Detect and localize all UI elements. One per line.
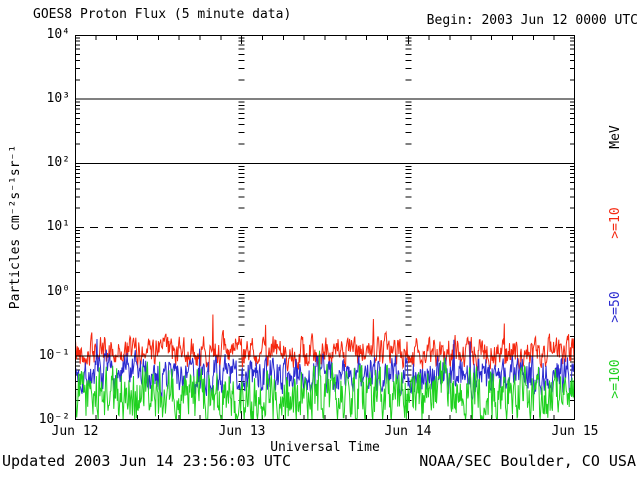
source-attribution: NOAA/SEC Boulder, CO USA	[419, 452, 636, 470]
y-tick-label-1e2: 10²	[46, 155, 70, 170]
y-tick-label-1e3: 10³	[46, 91, 70, 106]
x-tick-label-jun14: Jun 14	[384, 424, 432, 439]
begin-timestamp: Begin: 2003 Jun 12 0000 UTC	[426, 13, 638, 28]
plot-area	[75, 35, 575, 420]
x-tick-label-jun15: Jun 15	[551, 424, 599, 439]
legend-entry-ge100: >=100	[608, 359, 623, 399]
chart-title: GOES8 Proton Flux (5 minute data)	[33, 7, 292, 22]
x-tick-label-jun12: Jun 12	[51, 424, 99, 439]
y-tick-label-1e-2: 10⁻²	[38, 412, 70, 427]
legend-title-mev: MeV	[608, 125, 623, 149]
y-tick-label-1e4: 10⁴	[46, 27, 70, 42]
updated-timestamp: Updated 2003 Jun 14 23:56:03 UTC	[2, 452, 291, 470]
y-tick-label-1e-1: 10⁻¹	[38, 348, 70, 363]
y-tick-label-1e0: 10⁰	[46, 284, 70, 299]
y-tick-label-1e1: 10¹	[46, 219, 70, 234]
x-tick-label-jun13: Jun 13	[218, 424, 266, 439]
x-axis-title: Universal Time	[270, 440, 380, 455]
